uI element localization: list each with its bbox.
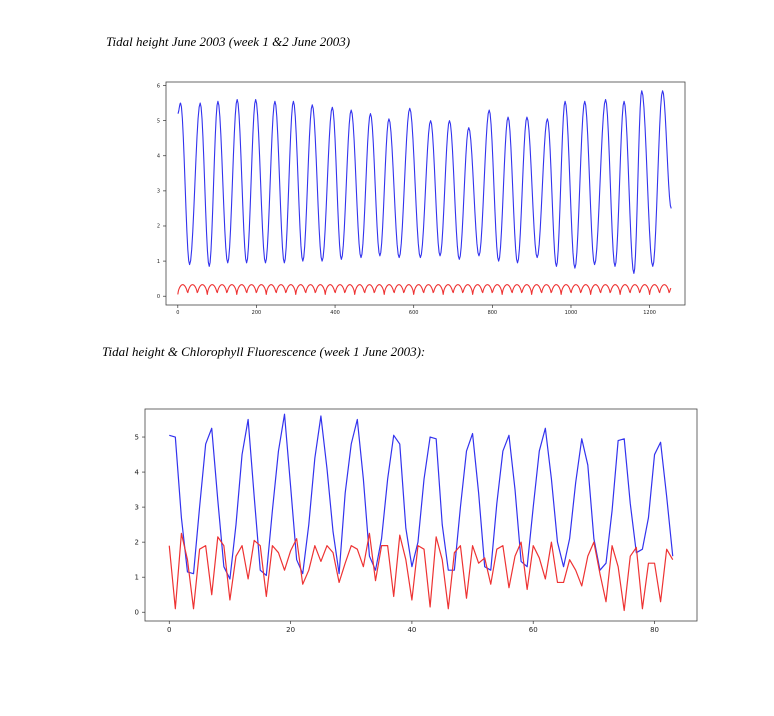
- bottom-chart-series-2-line: [168, 532, 674, 612]
- top-chart-plot-frame: [165, 81, 686, 306]
- bottom-chart-y-tick-label: 1: [135, 574, 139, 582]
- bottom-chart-y-tick-label: 4: [135, 469, 140, 477]
- top-chart-x-tick-label: 400: [330, 310, 340, 316]
- bottom-chart-x-tick-label: 60: [529, 626, 538, 634]
- top-chart-y-tick-label: 4: [157, 153, 160, 159]
- bottom-chart-caption: Tidal height & Chlorophyll Fluorescence …: [102, 344, 426, 359]
- top-chart-y-tick-label: 0: [157, 294, 160, 300]
- bottom-chart-y-tick-label: 0: [135, 609, 139, 617]
- top-chart-x-tick-label: 1000: [565, 310, 578, 316]
- bottom-chart-x-tick-label: 80: [650, 626, 659, 634]
- top-chart-series-2-line: [177, 284, 672, 296]
- bottom-chart-x-tick-label: 0: [167, 626, 171, 634]
- top-chart-series-1-line: [177, 90, 672, 274]
- top-chart-y-tick-label: 6: [157, 83, 160, 89]
- bottom-chart-y-tick-label: 5: [135, 433, 139, 441]
- bottom-chart-x-tick-label: 20: [286, 626, 295, 634]
- top-chart-x-tick-label: 1200: [643, 310, 656, 316]
- bottom-chart-y-tick-label: 2: [135, 539, 139, 547]
- bottom-chart-x-tick-label: 40: [407, 626, 416, 634]
- top-chart-y-tick-label: 5: [157, 118, 160, 124]
- top-chart-x-tick-label: 200: [252, 310, 262, 316]
- top-chart-x-tick-label: 0: [176, 310, 179, 316]
- top-chart-caption: Tidal height June 2003 (week 1 &2 June 2…: [106, 34, 351, 49]
- top-chart-y-tick-label: 3: [157, 189, 160, 195]
- bottom-chart-plot-frame: [144, 408, 698, 622]
- top-chart-x-tick-label: 800: [488, 310, 498, 316]
- bottom-chart-y-tick-label: 3: [135, 504, 139, 512]
- top-chart-y-tick-label: 2: [157, 224, 160, 230]
- bottom-chart-series-1-line: [169, 413, 674, 580]
- top-chart-y-tick-label: 1: [157, 259, 160, 265]
- top-chart-x-tick-label: 600: [409, 310, 419, 316]
